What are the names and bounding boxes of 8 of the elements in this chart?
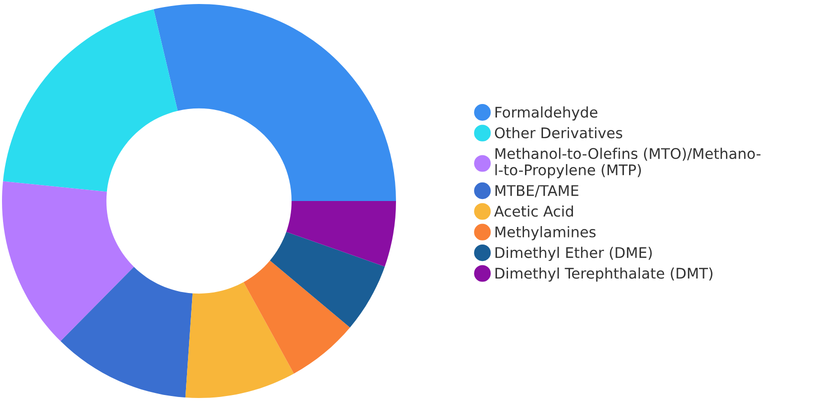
legend-label: Formaldehyde [496,106,598,121]
legend-label: Methanol-to-Olefins (MTO)/Methano- l-to-Propylene (MTP) [495,148,760,178]
legend-label: Dimethyl Terephthalate (DMT) [496,267,712,282]
legend-label: Other Derivatives [494,127,622,138]
legend-label: MTBE/TAME [496,185,578,198]
legend-label: Methylamines [496,226,596,240]
legend-label: Acetic Acid [494,205,573,217]
legend-label: Dimethyl Ether (DME) [496,246,652,261]
